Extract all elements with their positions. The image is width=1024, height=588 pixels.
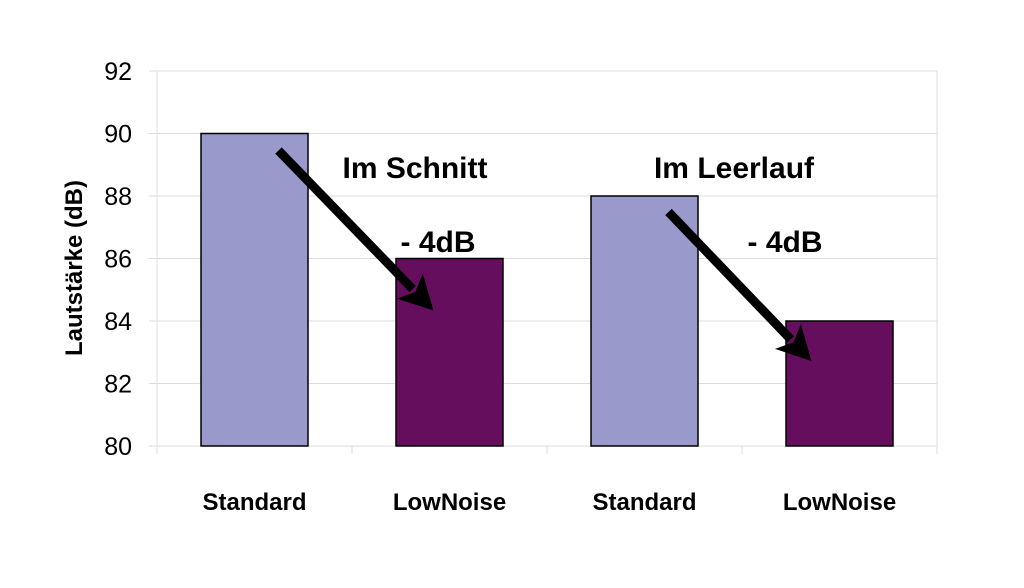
arrow-head bbox=[774, 324, 812, 361]
x-category-label: LowNoise bbox=[783, 489, 896, 516]
group-label-1: Im Schnitt bbox=[342, 152, 487, 185]
delta-label-2: - 4dB bbox=[748, 226, 823, 259]
y-axis-ticks: 80 82 84 86 88 90 92 bbox=[104, 58, 157, 461]
y-tick-label: 88 bbox=[104, 183, 132, 211]
group-label-2: Im Leerlauf bbox=[654, 152, 815, 185]
x-category-label: Standard bbox=[202, 489, 306, 516]
arrow-shaft bbox=[275, 147, 416, 293]
bar bbox=[395, 257, 504, 447]
y-tick-label: 84 bbox=[104, 308, 132, 336]
y-tick-label: 86 bbox=[104, 246, 132, 274]
bars bbox=[200, 132, 894, 447]
y-tick-label: 90 bbox=[104, 121, 132, 149]
bar bbox=[200, 132, 309, 447]
x-category-label: Standard bbox=[592, 489, 696, 516]
arrow-shaft bbox=[665, 208, 794, 343]
arrow-head bbox=[396, 273, 434, 311]
bar bbox=[785, 320, 894, 447]
delta-label-1: - 4dB bbox=[401, 226, 476, 259]
x-category-label: LowNoise bbox=[393, 489, 506, 516]
y-axis-label: Lautstärke (dB) bbox=[61, 180, 88, 356]
x-axis-categories: Standard LowNoise Standard LowNoise bbox=[202, 489, 896, 516]
y-tick-label: 82 bbox=[104, 371, 132, 399]
y-tick-label: 80 bbox=[104, 433, 132, 461]
bar bbox=[590, 195, 699, 447]
y-tick-label: 92 bbox=[104, 58, 132, 86]
arrows bbox=[275, 147, 812, 361]
